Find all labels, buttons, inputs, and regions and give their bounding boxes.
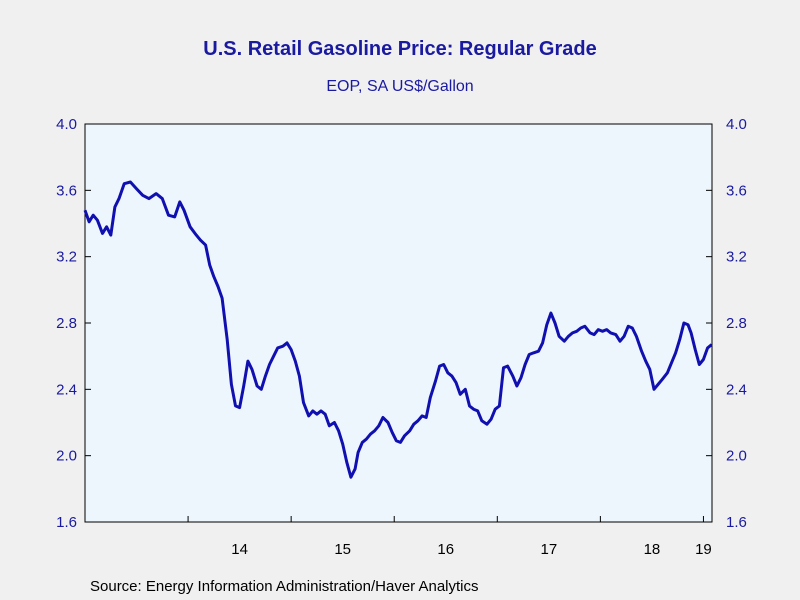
y-tick-label-right: 3.2 [726, 249, 747, 266]
chart-title: U.S. Retail Gasoline Price: Regular Grad… [203, 38, 597, 60]
y-tick-label-left: 3.2 [56, 249, 77, 266]
y-tick-label-right: 2.8 [726, 315, 747, 332]
x-tick-label: 19 [695, 541, 712, 558]
y-tick-label-left: 2.0 [56, 448, 77, 465]
y-tick-label-left: 2.4 [56, 381, 77, 398]
x-tick-label: 18 [644, 541, 661, 558]
chart-source: Source: Energy Information Administratio… [90, 578, 479, 595]
y-tick-label-right: 3.6 [726, 182, 747, 199]
y-tick-label-right: 2.4 [726, 381, 747, 398]
plot-area [84, 123, 713, 523]
y-tick-label-right: 1.6 [726, 514, 747, 531]
y-tick-label-left: 2.8 [56, 315, 77, 332]
y-tick-label-left: 4.0 [56, 116, 77, 133]
x-tick-label: 15 [334, 541, 351, 558]
x-tick-label: 16 [437, 541, 454, 558]
chart-subtitle: EOP, SA US$/Gallon [326, 78, 474, 95]
y-tick-label-right: 4.0 [726, 116, 747, 133]
y-tick-label-right: 2.0 [726, 448, 747, 465]
y-tick-label-left: 3.6 [56, 182, 77, 199]
y-tick-label-left: 1.6 [56, 514, 77, 531]
series-line [83, 180, 713, 479]
x-tick-label: 17 [540, 541, 557, 558]
x-tick-label: 14 [231, 541, 248, 558]
